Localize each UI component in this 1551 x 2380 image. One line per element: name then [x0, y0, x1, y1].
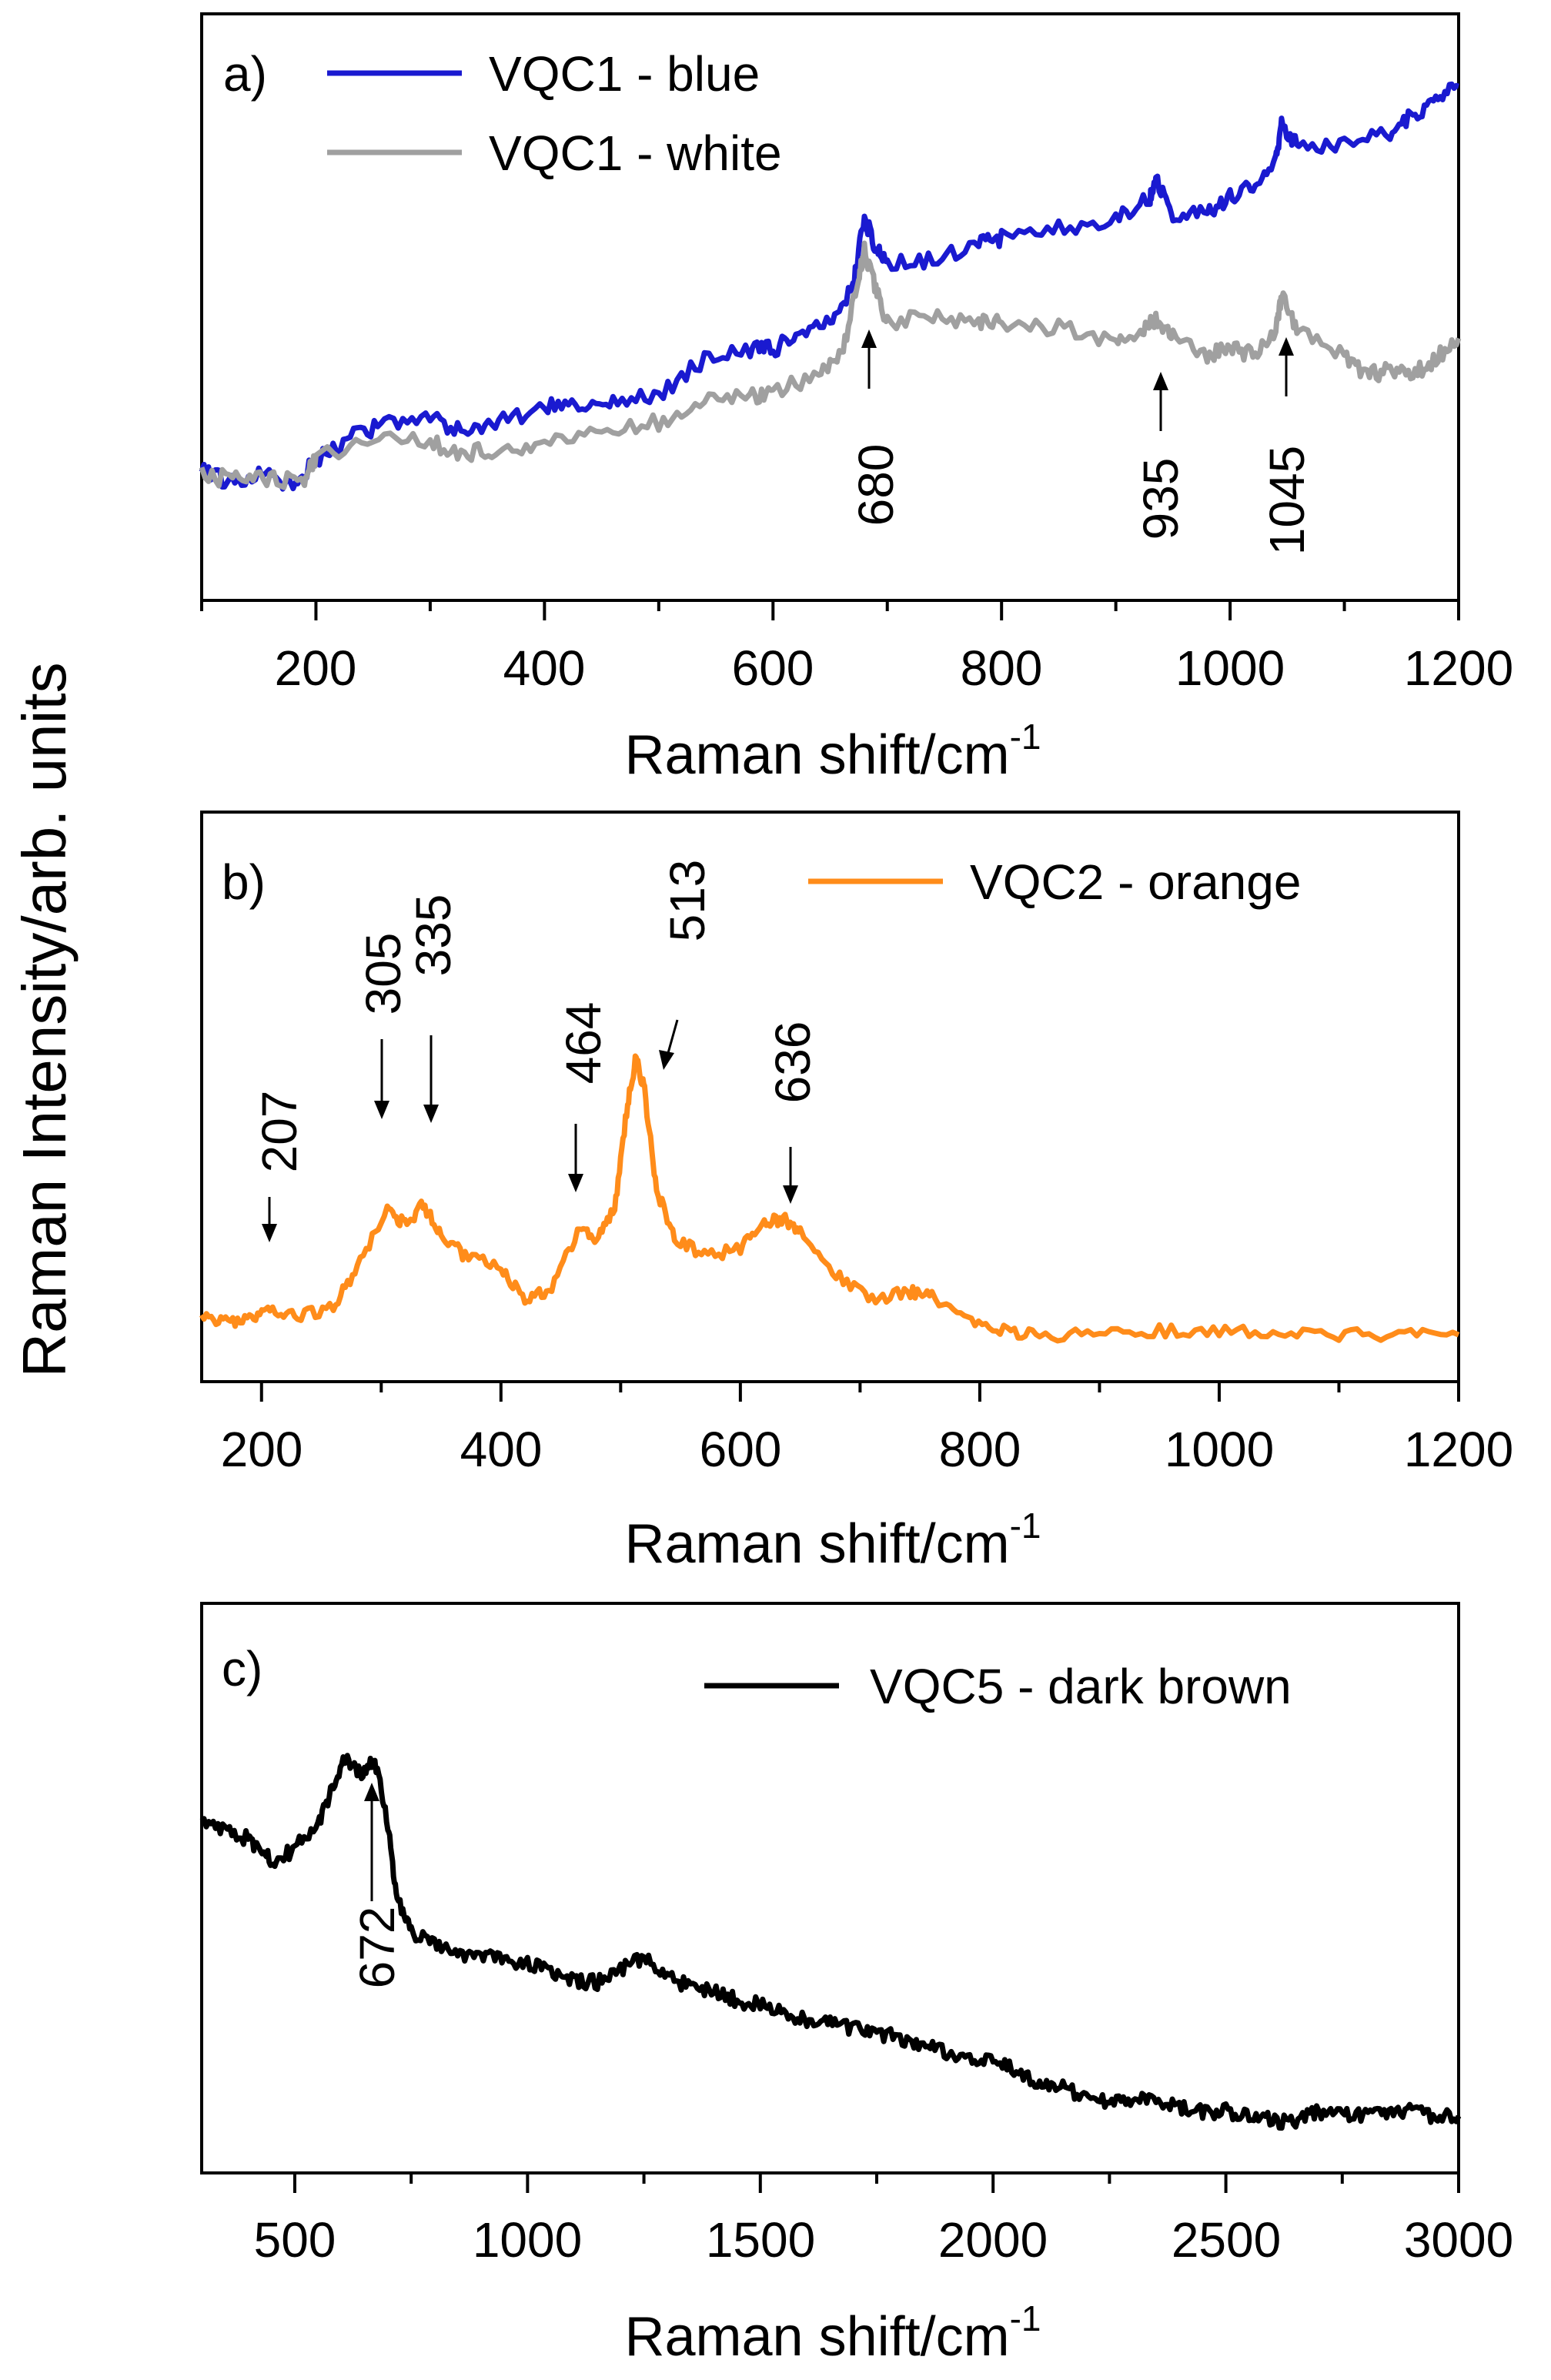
panel-a-frame	[200, 12, 1460, 602]
x-tick-label: 2000	[938, 2212, 1048, 2268]
x-axis-title-superscript: -1	[1010, 1506, 1041, 1546]
x-tick-label: 3000	[1404, 2212, 1513, 2268]
x-tick-label: 500	[254, 2212, 336, 2268]
legend-label-vqc1-blue: VQC1 - blue	[489, 46, 760, 102]
x-tick-label: 1200	[1404, 1422, 1513, 1477]
panel-b-ticks	[259, 1382, 1460, 1402]
x-tick-label: 1000	[1175, 640, 1285, 696]
peak-arrowhead-207	[262, 1224, 277, 1242]
peak-arrowhead-636	[783, 1185, 798, 1204]
peak-arrowhead-672	[364, 1783, 379, 1801]
x-axis-title-superscript: -1	[1010, 2298, 1041, 2338]
peak-label-935: 935	[1133, 458, 1188, 540]
peak-label-464: 464	[556, 1002, 611, 1085]
panel-a-ticks	[200, 600, 1460, 620]
x-axis-title-superscript: -1	[1010, 717, 1041, 757]
x-tick-label: 200	[221, 1422, 303, 1477]
x-tick-label: 1000	[1165, 1422, 1274, 1477]
peak-label-636: 636	[765, 1021, 821, 1104]
x-axis-title-text: Raman shift/cm	[624, 2306, 1009, 2368]
x-tick-label: 400	[460, 1422, 543, 1477]
peak-arrowhead-935	[1153, 372, 1168, 390]
series-line-vqc2-orange	[199, 1053, 1460, 1344]
peak-label-672: 672	[349, 1907, 405, 1989]
panel-letter-b: b)	[222, 854, 266, 910]
series-line-vqc5-dark-brown	[199, 1753, 1462, 2131]
legend-c: VQC5 - dark brown	[704, 1659, 1292, 1714]
panel-b-frame	[200, 811, 1460, 1383]
x-tick-label: 200	[275, 640, 357, 696]
peak-arrowhead-1045	[1279, 337, 1294, 356]
panel-a: 200 400 600 800 1000 1200 Raman shift/cm…	[199, 12, 1514, 786]
peak-arrowhead-335	[423, 1105, 439, 1123]
panel-b: 200 400 600 800 1000 1200 Raman shift/cm…	[199, 811, 1514, 1575]
peak-label-1045: 1045	[1259, 446, 1315, 555]
peak-label-305: 305	[356, 933, 411, 1015]
x-axis-title-text: Raman shift/cm	[624, 724, 1009, 786]
series-line-vqc1-blue	[199, 81, 1459, 492]
peak-label-335: 335	[406, 894, 461, 977]
x-tick-label: 1500	[706, 2212, 815, 2268]
x-tick-label: 800	[939, 1422, 1021, 1477]
peak-annotations-a: 680 935 1045	[848, 329, 1315, 555]
panel-a-tick-labels: 200 400 600 800 1000 1200	[275, 640, 1514, 696]
x-tick-label: 400	[503, 640, 586, 696]
legend-a: VQC1 - blue VQC1 - white	[327, 46, 782, 181]
x-axis-title-text: Raman shift/cm	[624, 1513, 1009, 1575]
legend-label-vqc1-white: VQC1 - white	[489, 125, 782, 181]
panel-c-frame	[200, 1602, 1460, 2174]
x-tick-label: 1000	[473, 2212, 582, 2268]
peak-annotations-c: 672	[349, 1783, 405, 1988]
x-tick-label: 600	[700, 1422, 782, 1477]
peak-annotations-b: 207 305 335 464 513 636	[252, 860, 821, 1242]
panel-b-plot	[199, 1053, 1460, 1344]
peak-arrowhead-513	[659, 1050, 674, 1070]
panel-c-ticks	[292, 2173, 1460, 2193]
y-axis-title: Raman Intensity/arb. units	[10, 662, 79, 1377]
series-line-vqc1-white	[199, 240, 1462, 490]
x-axis-title-a: Raman shift/cm-1	[624, 717, 1041, 786]
panel-b-tick-labels: 200 400 600 800 1000 1200	[221, 1422, 1514, 1477]
x-tick-label: 1200	[1404, 640, 1513, 696]
panel-a-plot	[199, 81, 1462, 492]
legend-label-vqc5-dark-brown: VQC5 - dark brown	[870, 1659, 1292, 1714]
x-axis-title-c: Raman shift/cm-1	[624, 2298, 1041, 2368]
legend-label-vqc2-orange: VQC2 - orange	[970, 854, 1301, 910]
panel-c: 500 1000 1500 2000 2500 3000 Raman shift…	[199, 1602, 1514, 2368]
peak-label-680: 680	[848, 444, 904, 526]
peak-label-207: 207	[252, 1091, 307, 1173]
x-axis-title-b: Raman shift/cm-1	[624, 1506, 1041, 1575]
panel-c-tick-labels: 500 1000 1500 2000 2500 3000	[254, 2212, 1514, 2268]
panel-letter-c: c)	[222, 1641, 262, 1696]
peak-arrowhead-464	[568, 1174, 583, 1192]
legend-b: VQC2 - orange	[808, 854, 1301, 910]
x-tick-label: 2500	[1172, 2212, 1281, 2268]
x-tick-label: 800	[961, 640, 1043, 696]
peak-arrowhead-305	[374, 1101, 389, 1119]
x-tick-label: 600	[732, 640, 814, 696]
peak-arrowhead-680	[861, 329, 877, 348]
panel-letter-a: a)	[223, 46, 267, 102]
peak-label-513: 513	[660, 860, 715, 942]
panel-c-plot	[199, 1753, 1462, 2131]
